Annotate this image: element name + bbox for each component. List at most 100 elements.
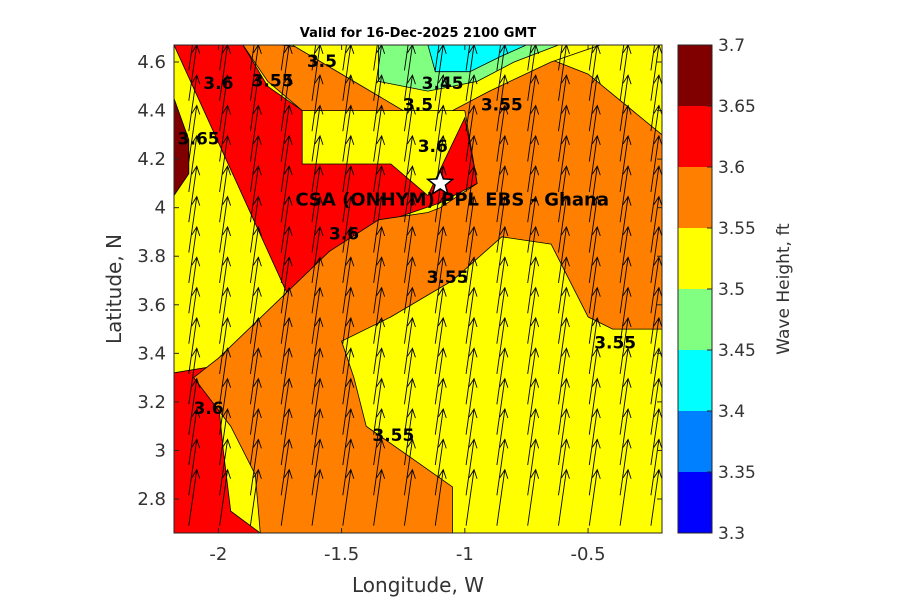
vector-head — [530, 134, 540, 146]
wave-vector-215 — [588, 256, 601, 314]
wave-vector-148 — [465, 347, 478, 405]
vector-head — [530, 195, 540, 206]
vector-head — [561, 195, 570, 206]
vector-head — [499, 134, 509, 146]
wave-vector-156 — [465, 104, 478, 162]
vector-shaft — [188, 469, 198, 526]
vector-shaft — [588, 105, 598, 162]
vector-shaft — [188, 439, 198, 496]
vector-head — [622, 74, 632, 85]
vector-head — [591, 286, 601, 297]
vector-shaft — [188, 378, 198, 435]
vector-head — [407, 377, 416, 388]
vector-head — [345, 195, 355, 206]
wave-vector-252 — [650, 104, 662, 162]
vector-head — [407, 407, 416, 419]
wave-vector-154 — [465, 165, 478, 223]
vector-head — [407, 438, 416, 449]
y-tick-label: 4 — [155, 198, 166, 219]
x-tick-label: -2 — [209, 544, 227, 565]
vector-head — [314, 225, 324, 237]
wave-vector-18 — [219, 407, 232, 466]
vector-shaft — [434, 226, 444, 283]
vector-head — [591, 104, 601, 115]
vector-shaft — [496, 257, 506, 314]
wave-vector-56 — [280, 225, 293, 283]
vector-shaft — [650, 317, 660, 375]
vector-head — [468, 316, 478, 328]
wave-vector-85 — [342, 316, 355, 375]
vector-shaft — [619, 257, 629, 314]
vector-head — [376, 407, 386, 419]
vector-shaft — [527, 408, 537, 466]
vector-shaft — [311, 469, 321, 526]
vector-shaft — [342, 166, 352, 223]
vector-shaft — [650, 196, 660, 253]
vector-shaft — [650, 378, 660, 435]
vector-shaft — [311, 317, 321, 375]
vector-shaft — [373, 378, 383, 435]
vector-shaft — [434, 196, 444, 253]
vector-head — [283, 438, 293, 449]
wave-vector-244 — [650, 347, 662, 405]
wave-vector-99 — [373, 377, 386, 435]
vector-head — [591, 438, 601, 449]
wave-vector-64 — [311, 468, 324, 526]
wave-vector-63 — [280, 45, 286, 71]
vector-head — [222, 347, 232, 358]
wave-vector-70 — [311, 286, 324, 344]
wave-vector-169 — [496, 195, 509, 253]
vector-shaft — [558, 378, 567, 435]
vector-head — [283, 165, 293, 176]
colorbar-tick-label: 3.35 — [718, 463, 756, 483]
wave-vector-90 — [342, 165, 355, 223]
wave-vector-183 — [527, 256, 540, 314]
vector-shaft — [280, 348, 290, 405]
vector-shaft — [434, 287, 444, 344]
vector-head — [376, 45, 386, 54]
vector-head — [222, 134, 232, 146]
vector-shaft — [558, 348, 567, 405]
vector-head — [561, 438, 570, 449]
wave-vector-175 — [496, 45, 501, 71]
vector-shaft — [188, 408, 198, 466]
vector-shaft — [496, 75, 506, 132]
vector-shaft — [311, 378, 321, 435]
wave-vector-92 — [342, 104, 355, 162]
vector-head — [222, 104, 232, 115]
vector-shaft — [527, 348, 537, 405]
vector-shaft — [311, 257, 321, 314]
vector-shaft — [280, 45, 286, 71]
vector-shaft — [650, 469, 660, 526]
contour-label-7: 3.6 — [418, 137, 448, 157]
vector-shaft — [619, 45, 629, 101]
vector-head — [653, 104, 662, 115]
vector-head — [499, 104, 509, 115]
wave-vector-155 — [465, 134, 478, 192]
vector-shaft — [527, 135, 537, 192]
vector-shaft — [219, 287, 229, 344]
vector-head — [314, 407, 324, 419]
vector-shaft — [188, 45, 198, 101]
wave-vector-40 — [249, 225, 262, 283]
vector-shaft — [496, 166, 506, 223]
colorbar-segment-0 — [678, 472, 712, 533]
vector-head — [622, 256, 632, 267]
vector-shaft — [342, 439, 352, 496]
vector-head — [653, 286, 662, 297]
colorbar-segment-3 — [678, 289, 712, 350]
wave-vector-72 — [311, 225, 324, 283]
contour-label-2: 3.55 — [252, 71, 294, 91]
vector-shaft — [219, 257, 229, 314]
vector-shaft — [650, 226, 660, 283]
vector-head — [283, 407, 293, 419]
vector-head — [530, 347, 540, 358]
colorbar-tick-label: 3.5 — [718, 280, 745, 300]
vector-shaft — [558, 257, 567, 314]
wave-vector-52 — [280, 347, 293, 405]
vector-shaft — [619, 196, 629, 253]
vector-shaft — [558, 135, 567, 192]
wave-vector-122 — [403, 165, 416, 223]
colorbar-segment-1 — [678, 411, 712, 472]
vector-shaft — [496, 408, 506, 466]
